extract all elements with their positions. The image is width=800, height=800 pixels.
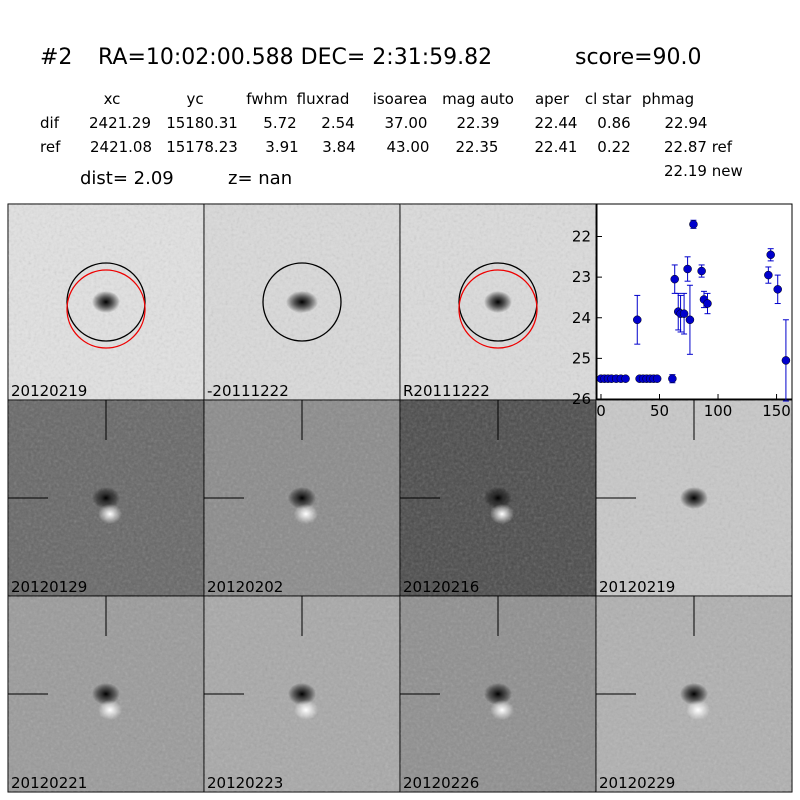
cell: 22.41	[535, 138, 578, 156]
residual	[686, 700, 710, 720]
stamp-label: 20120129	[11, 578, 87, 596]
source	[484, 683, 512, 705]
cell: 15180.31	[166, 114, 238, 132]
stamp-label: 20120219	[599, 578, 675, 596]
cell: 2421.29	[89, 114, 151, 132]
point	[781, 356, 791, 365]
cell: 3.84	[322, 138, 355, 156]
point	[633, 315, 642, 325]
cell: 22.35	[456, 138, 499, 156]
residual	[294, 504, 318, 524]
row-label: dif	[40, 114, 60, 132]
cell: 0.22	[597, 138, 630, 156]
column-header: phmag	[642, 90, 694, 108]
point	[764, 270, 773, 280]
point	[679, 309, 689, 318]
point	[766, 250, 775, 260]
stamps: 20120219 -20111222 R20111222 20120129 201202…	[7, 203, 793, 793]
cell: 5.72	[263, 114, 296, 132]
x-tick-label: 50	[650, 402, 669, 420]
point	[685, 315, 695, 325]
stamp-label: 20120223	[207, 774, 283, 792]
cell: 22.44	[535, 114, 578, 132]
dist: dist= 2.09	[80, 168, 174, 189]
column-header: fwhm	[246, 90, 287, 108]
cell: 0.86	[597, 114, 630, 132]
score: score=90.0	[575, 45, 702, 70]
source	[288, 487, 316, 509]
stamp-label: -20111222	[207, 382, 289, 400]
column-header: mag auto	[442, 90, 514, 108]
source	[484, 291, 512, 313]
plot-area	[596, 203, 793, 400]
stamp-label: 20120229	[599, 774, 675, 792]
cell: 15178.23	[166, 138, 238, 156]
cell: 37.00	[385, 114, 428, 132]
residual	[490, 504, 514, 524]
source	[680, 683, 708, 705]
x-tick-label: 150	[762, 402, 791, 420]
cell: 2.54	[321, 114, 354, 132]
residual	[294, 700, 318, 720]
column-header: xc	[104, 90, 121, 108]
y-tick-label: 22	[572, 228, 591, 246]
column-header: aper	[535, 90, 570, 108]
source	[288, 683, 316, 705]
x-tick-label: 100	[704, 402, 733, 420]
point	[697, 266, 706, 276]
candidate-id: #2	[40, 45, 72, 70]
source	[484, 487, 512, 509]
cell: 22.94	[665, 114, 708, 132]
column-header: cl star	[585, 90, 632, 108]
cell: 22.39	[457, 114, 500, 132]
residual	[98, 700, 122, 720]
aperture-ref	[66, 269, 146, 349]
source	[92, 487, 120, 509]
cell: 43.00	[387, 138, 430, 156]
y-tick-label: 26	[572, 390, 591, 408]
point	[652, 374, 662, 383]
aperture-ref	[458, 269, 538, 349]
column-header: fluxrad	[297, 90, 350, 108]
stamp-label: 20120226	[403, 774, 479, 792]
point	[773, 285, 782, 294]
stamp-label: 20120219	[11, 382, 87, 400]
point	[683, 264, 692, 274]
residual	[98, 504, 122, 524]
cell: 2421.08	[90, 138, 152, 156]
point	[689, 220, 698, 229]
column-header: isoarea	[373, 90, 428, 108]
phmag-new: 22.19 new	[664, 162, 743, 180]
stamp-label: 20120221	[11, 774, 87, 792]
table: xc yc fwhm fluxrad isoarea mag auto aper cl sta…	[40, 90, 733, 156]
residual	[490, 700, 514, 720]
aperture	[262, 262, 342, 342]
stamp-label: R20111222	[403, 382, 490, 400]
stamp-label: 20120216	[403, 578, 479, 596]
row-label: ref	[40, 138, 61, 156]
source	[92, 683, 120, 705]
cell: 22.87 ref	[664, 138, 733, 156]
source	[92, 291, 120, 313]
light-curve: 22 23 24 25 26 0 50 100 150	[572, 203, 793, 420]
y-tick-label: 24	[572, 309, 591, 327]
point	[703, 299, 712, 308]
column-header: yc	[186, 90, 203, 108]
source	[680, 487, 708, 509]
point	[621, 374, 630, 383]
coordinates: RA=10:02:00.588 DEC= 2:31:59.82	[98, 45, 492, 70]
x-tick-label: 0	[596, 402, 606, 420]
y-tick-label: 25	[572, 349, 591, 367]
redshift: z= nan	[228, 168, 292, 189]
source	[286, 291, 318, 313]
stamp-label: 20120202	[207, 578, 283, 596]
y-tick-label: 23	[572, 268, 591, 286]
point	[670, 274, 679, 284]
cell: 3.91	[265, 138, 298, 156]
point	[668, 374, 677, 383]
